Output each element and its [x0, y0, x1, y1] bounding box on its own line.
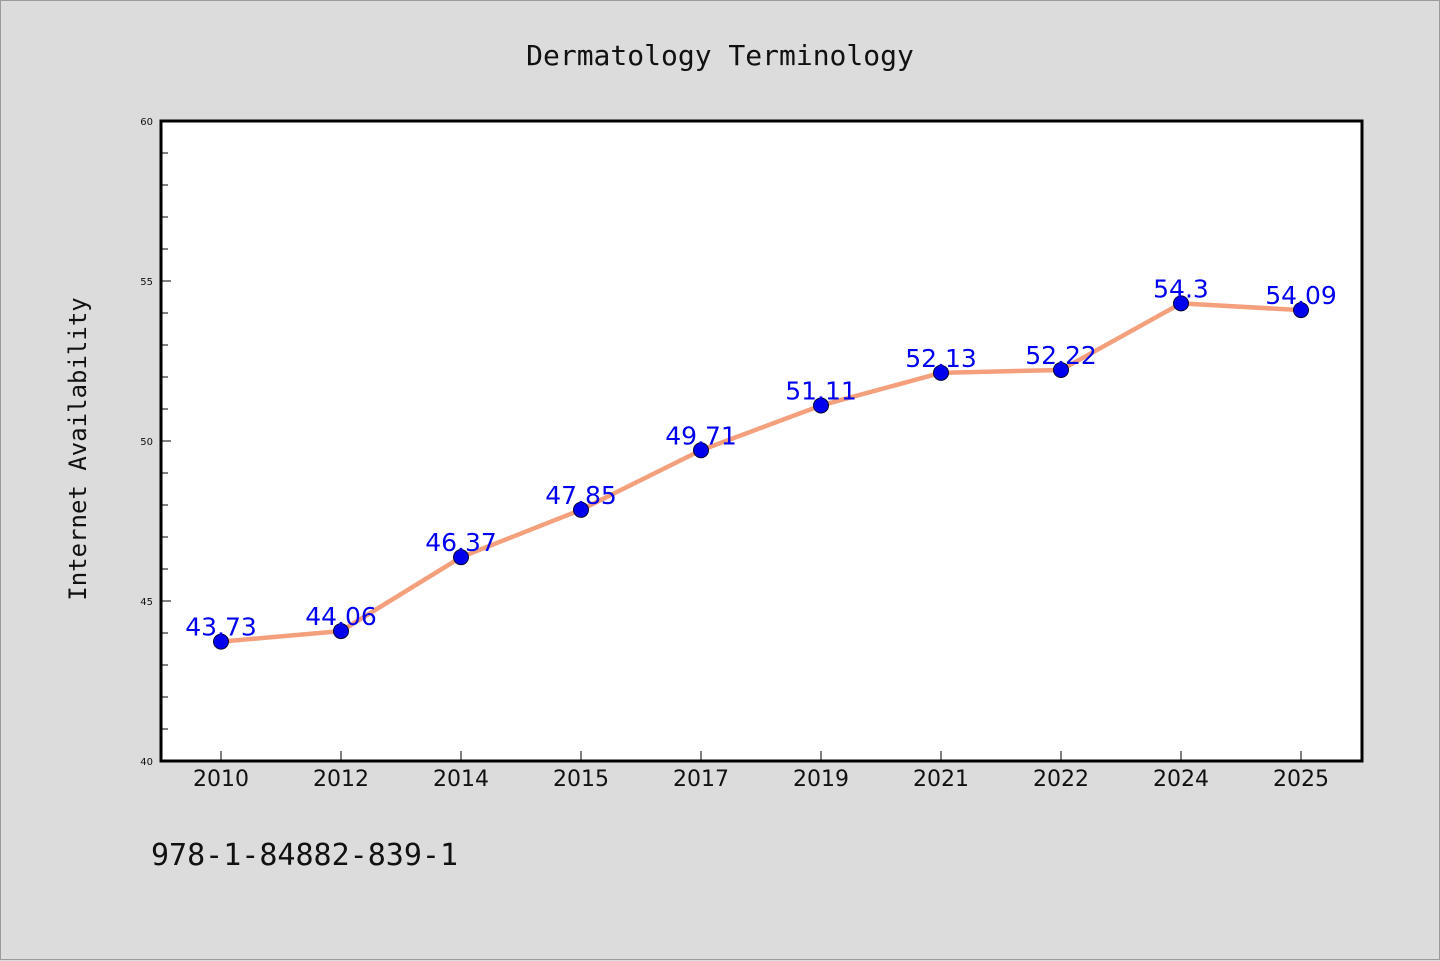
y-axis-ticks: 40 45 50 55 60 — [140, 117, 171, 768]
data-point — [573, 501, 589, 518]
data-label: 49.71 — [665, 421, 737, 450]
x-tick-label: 2024 — [1153, 767, 1209, 792]
data-label: 46.37 — [425, 528, 497, 557]
data-label: 47.85 — [545, 481, 617, 510]
y-tick-label: 55 — [140, 277, 153, 288]
x-tick-label: 2022 — [1033, 767, 1089, 792]
data-point — [1053, 361, 1069, 378]
data-label: 51.11 — [785, 376, 857, 405]
x-tick-label: 2010 — [193, 767, 249, 792]
series-group: 43.73 44.06 46.37 47.85 49.71 51.11 52.13 52.22… — [185, 274, 1337, 650]
data-label: 52.13 — [905, 344, 977, 373]
data-point — [333, 623, 349, 640]
data-label: 44.06 — [305, 602, 377, 631]
x-tick-label: 2021 — [913, 767, 969, 792]
x-axis-ticks: 2010 2012 2014 2015 2017 2019 2021 2022 2024 2025 — [193, 751, 1329, 792]
data-label: 54.3 — [1153, 274, 1209, 303]
data-point — [813, 397, 829, 414]
data-label: 54.09 — [1265, 281, 1337, 310]
data-point — [1293, 302, 1309, 319]
data-label: 43.73 — [185, 613, 257, 642]
series-line — [218, 301, 1304, 644]
data-point — [453, 549, 469, 566]
x-tick-label: 2012 — [313, 767, 369, 792]
y-tick-label: 50 — [140, 437, 153, 448]
data-point — [693, 442, 709, 459]
x-tick-label: 2014 — [433, 767, 489, 792]
y-tick-label: 60 — [140, 117, 153, 128]
x-tick-label: 2019 — [793, 767, 849, 792]
x-tick-label: 2015 — [553, 767, 609, 792]
y-axis-label: Internet Availability — [64, 297, 92, 600]
chart-title: Dermatology Terminology — [526, 39, 914, 72]
data-point — [213, 633, 229, 650]
y-tick-label: 40 — [140, 757, 153, 768]
plot-area — [159, 119, 1364, 763]
data-label: 52.22 — [1025, 341, 1097, 370]
y-tick-label: 45 — [140, 597, 153, 608]
x-tick-label: 2025 — [1273, 767, 1329, 792]
footer-isbn: 978-1-84882-839-1 — [151, 838, 458, 873]
x-tick-label: 2017 — [673, 767, 729, 792]
data-point — [1173, 295, 1189, 312]
data-point — [933, 364, 949, 381]
